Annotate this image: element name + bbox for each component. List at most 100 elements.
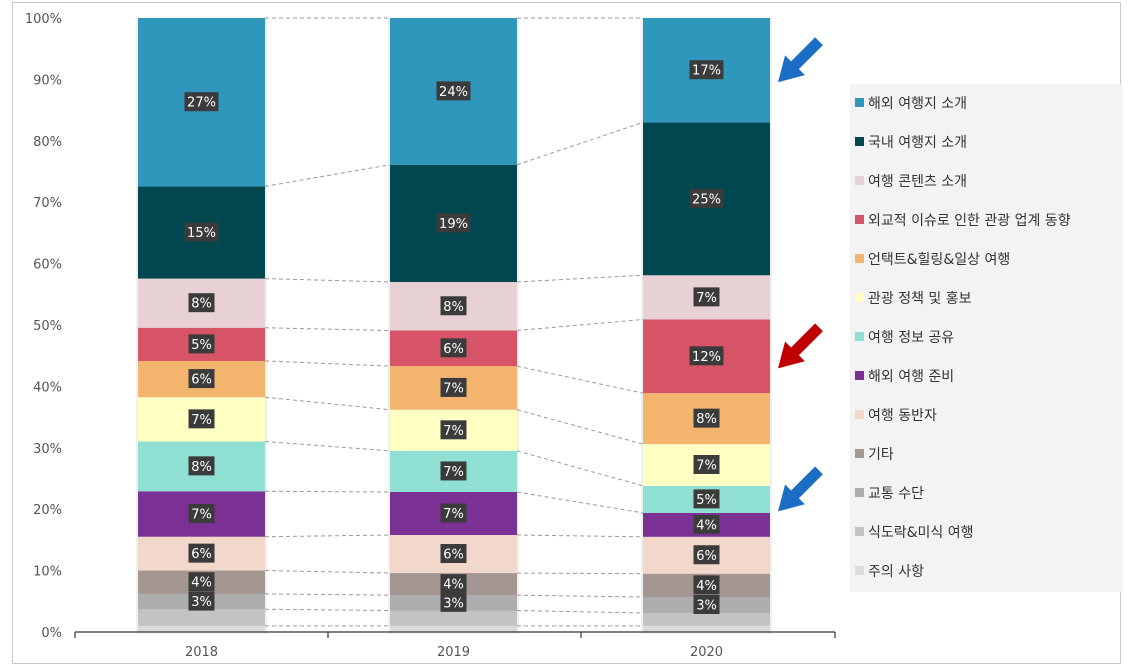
data-label: 3% [191,595,212,610]
data-label-bg [693,287,720,307]
legend-label: 여행 동반자 [868,408,937,424]
bar-segment-식도락-미식-여행-2020 [643,612,770,626]
connector-line [264,570,391,574]
data-label-bg [188,334,215,354]
arrow-icon [778,323,823,369]
data-label: 5% [191,338,212,353]
connector-line [264,534,391,538]
data-label: 6% [443,548,464,563]
legend-box [850,84,1123,592]
data-label-bg [440,592,467,612]
data-label-bg [188,293,215,313]
data-label-bg [440,296,467,316]
data-label: 27% [187,96,216,111]
bar-segment-주의-사항-2018 [138,625,265,632]
legend-swatch [855,176,864,185]
data-label: 6% [191,547,212,562]
data-label-bg [188,456,215,476]
legend-label: 여행 콘텐츠 소개 [868,174,967,190]
y-tick-label: 100% [25,12,62,27]
legend-swatch [855,215,864,224]
data-label-bg [693,514,720,534]
data-label: 8% [191,460,212,475]
data-label: 4% [696,518,717,533]
data-label-bg [440,503,467,523]
data-label: 19% [439,217,468,232]
data-label: 7% [443,424,464,439]
data-label-bg [693,594,720,614]
data-label-bg [184,92,219,112]
legend-swatch [855,410,864,419]
data-label: 6% [696,549,717,564]
legend-swatch [855,293,864,302]
legend-swatch [855,98,864,107]
y-tick-label: 0% [41,626,62,641]
connector-line [264,278,391,283]
data-label: 3% [443,596,464,611]
data-label: 8% [443,300,464,315]
x-tick-label: 2018 [185,645,218,660]
data-label-bg [440,461,467,481]
data-label-bg [188,369,215,389]
connector-line [264,440,391,452]
data-label: 7% [696,458,717,473]
legend-swatch [855,566,864,575]
legend-label: 교통 수단 [868,486,924,502]
data-label: 8% [191,297,212,312]
connector-line [516,121,644,166]
legend-swatch [855,254,864,263]
data-label: 7% [191,413,212,428]
data-label: 15% [187,226,216,241]
connector-line [516,318,644,332]
data-label-bg [440,338,467,358]
legend-label: 주의 사항 [868,564,924,580]
connector-line [264,490,391,493]
legend-label: 관광 정책 및 홍보 [868,291,972,307]
data-label: 7% [443,507,464,522]
data-label-bg [188,409,215,429]
legend-swatch [855,449,864,458]
legend-label: 기타 [868,447,894,463]
bar-segment-식도락-미식-여행-2019 [390,610,517,626]
data-label-bg [440,377,467,397]
connector-line [264,608,391,612]
data-label-bg [436,81,471,101]
arrow-icon [778,466,823,512]
data-label: 24% [439,85,468,100]
data-label: 7% [443,465,464,480]
data-label-bg [689,188,724,208]
data-label: 6% [443,342,464,357]
data-label: 4% [443,578,464,593]
data-label: 17% [692,64,721,79]
data-label-bg [689,60,724,80]
legend-swatch [855,137,864,146]
y-tick-label: 30% [33,442,62,457]
connector-line [516,409,644,445]
data-label: 7% [191,507,212,522]
y-tick-label: 80% [33,135,62,150]
data-label-bg [693,454,720,474]
arrow-icon [778,37,823,83]
data-label: 4% [696,579,717,594]
data-label-bg [689,346,724,366]
data-label-bg [440,574,467,594]
legend-label: 국내 여행지 소개 [868,135,967,151]
connector-line [516,534,644,538]
data-label: 12% [692,350,721,365]
legend-label: 식도락&미식 여행 [868,525,974,541]
connector-line [516,450,644,487]
bar-segment-주의-사항-2019 [390,625,517,632]
data-label-bg [188,503,215,523]
data-label: 4% [191,576,212,591]
bar-segment-주의-사항-2020 [643,625,770,632]
legend-label: 여행 정보 공유 [868,330,954,346]
legend-swatch [855,488,864,497]
legend-label: 언택트&힐링&일상 여행 [868,252,1010,268]
x-tick-label: 2020 [690,645,723,660]
data-label-bg [440,544,467,564]
data-label-bg [693,408,720,428]
data-label-bg [693,545,720,565]
connector-line [516,610,644,614]
data-label: 3% [696,598,717,613]
connector-line [516,572,644,575]
